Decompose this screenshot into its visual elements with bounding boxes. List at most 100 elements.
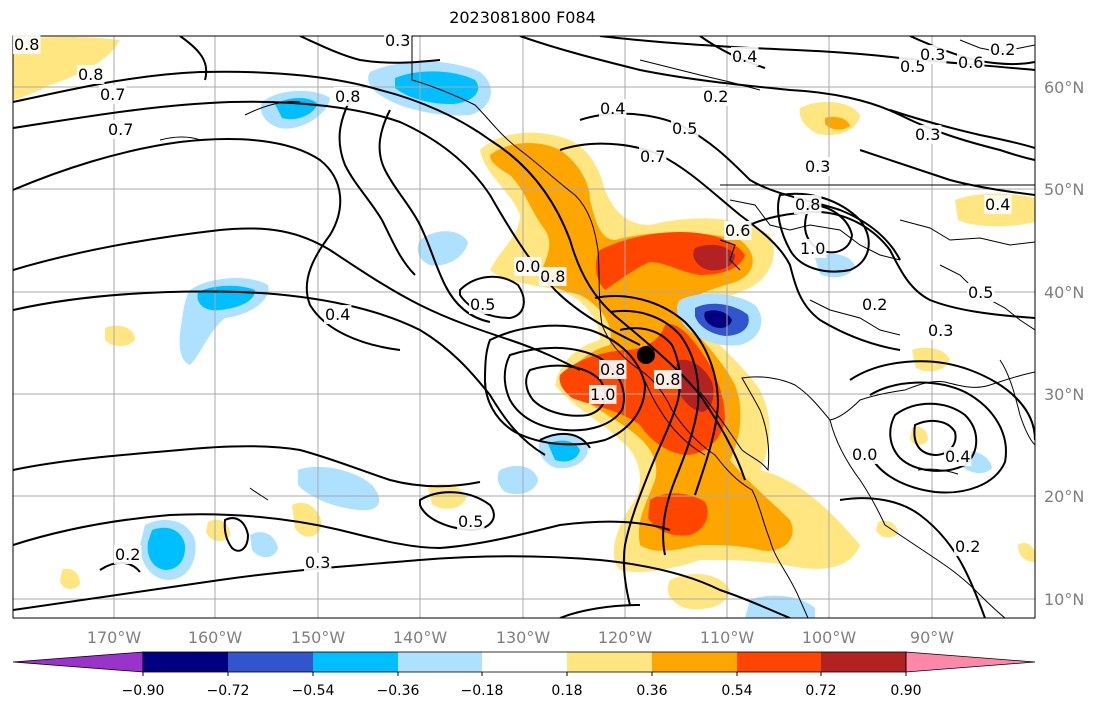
contour-label: 0.7: [640, 147, 665, 166]
colorbar-segment: [398, 652, 482, 672]
contour-label: 0.8: [78, 65, 103, 84]
contour-label: 0.5: [672, 119, 697, 138]
contour-label-halo: [957, 53, 985, 72]
contour-label: 0.8: [795, 195, 820, 214]
colorbar-extend-high: [905, 651, 1036, 673]
colorbar-segment: [737, 652, 821, 672]
contour-label: 0.4: [600, 99, 625, 118]
contour-label: 0.5: [470, 295, 495, 314]
contour-label-halo: [984, 195, 1012, 214]
contour-label-halo: [724, 221, 752, 240]
contour-label: 0.8: [14, 35, 39, 54]
colorbar-tick-label: 0.36: [636, 683, 667, 699]
contour-label-halo: [914, 125, 942, 144]
lat-label: 20°N: [1044, 487, 1084, 506]
contour-label: 0.4: [985, 195, 1010, 214]
colorbar-tick-label: −0.72: [207, 683, 250, 699]
colorbar-tick-label: −0.90: [122, 683, 165, 699]
contour-label-halo: [799, 239, 827, 258]
colorbar-extend-low: [12, 651, 144, 673]
contour-label-halo: [324, 305, 352, 324]
colorbar-tick-label: 0.72: [805, 683, 836, 699]
map-plot-area: [13, 36, 1035, 618]
fill-orange: [825, 116, 850, 130]
latitude-labels: 60°N 50°N 40°N 30°N 20°N 10°N: [1044, 78, 1084, 609]
contour-label: 0.7: [108, 120, 133, 139]
contour-label: 0.2: [990, 40, 1015, 59]
lon-label: 150°W: [291, 628, 346, 647]
contour-label: 0.8: [540, 267, 565, 286]
contour-label: 0.3: [305, 553, 330, 572]
fill-dark-red: [675, 359, 714, 412]
contour-label: 0.8: [655, 370, 680, 389]
lat-label: 10°N: [1044, 590, 1084, 609]
contour-label-halo: [13, 35, 41, 54]
contour-label: 0.0: [852, 445, 877, 464]
contour-label-halo: [539, 267, 567, 286]
contour-label: 1.0: [800, 239, 825, 258]
colorbar-tick-label: 0.54: [721, 683, 752, 699]
contour-label: 0.3: [928, 321, 953, 340]
contour-label: 0.6: [958, 53, 983, 72]
contour-label: 0.3: [805, 157, 830, 176]
lon-label: 130°W: [496, 628, 551, 647]
lon-label: 170°W: [87, 628, 142, 647]
contour-label: 0.2: [862, 295, 887, 314]
lat-label: 40°N: [1044, 283, 1084, 302]
colorbar-tick-label: −0.18: [461, 683, 504, 699]
colorbar-segment: [652, 652, 737, 672]
map-title: 2023081800 F084: [449, 8, 596, 27]
lat-label: 50°N: [1044, 180, 1084, 199]
fill-light-yellow: [876, 520, 898, 538]
contour-label: 0.8: [335, 87, 360, 106]
map-frame: [12, 35, 1036, 619]
contour-label-halo: [794, 195, 822, 214]
contour-label: 0.5: [458, 512, 483, 531]
colorbar-segment: [228, 652, 313, 672]
colorbar-ticks: [142, 672, 907, 676]
contour-label-halo: [731, 47, 759, 66]
colorbar-segment: [821, 652, 906, 672]
colorbar-tick-label: 0.18: [551, 683, 582, 699]
contour-label: 0.0: [515, 257, 540, 276]
contour-label-halo: [107, 120, 135, 139]
contour-label-halo: [334, 87, 362, 106]
fill-light-yellow: [667, 574, 730, 610]
storm-center-marker: [637, 346, 655, 364]
contour-label: 0.4: [945, 447, 970, 466]
contour-label: 0.4: [325, 305, 350, 324]
contour-labels: 0.8 0.8 0.7 0.7 0.8 0.3 0.4 0.4 0.2 0.5 …: [13, 31, 1017, 572]
fill-light-blue: [417, 231, 468, 266]
contour-lines: [13, 36, 1035, 618]
fill-light-yellow: [1018, 543, 1035, 562]
contour-label-halo: [99, 85, 127, 104]
lon-label: 160°W: [188, 628, 243, 647]
contour-label-halo: [671, 119, 699, 138]
contour-label-halo: [457, 512, 485, 531]
colorbar-segment: [143, 652, 228, 672]
fill-light-yellow: [912, 347, 950, 372]
contour-label-halo: [384, 31, 412, 50]
contour-label-halo: [804, 157, 832, 176]
contour-label-halo: [599, 360, 627, 379]
contour-label: 0.4: [732, 47, 757, 66]
contour-label-halo: [77, 65, 105, 84]
coastlines: [159, 36, 1035, 618]
contour-label-halo: [639, 147, 667, 166]
fill-light-blue: [497, 465, 538, 495]
contour-label-halo: [599, 99, 627, 118]
fill-blue: [147, 527, 186, 570]
colorbar-segment: [482, 652, 567, 672]
contour-label-halo: [654, 370, 682, 389]
fill-light-yellow: [292, 502, 322, 537]
contour-label: 1.0: [590, 385, 615, 404]
contour-label: 0.3: [920, 45, 945, 64]
contour-label-halo: [114, 545, 142, 564]
fill-blue: [548, 440, 580, 462]
lon-label: 90°W: [910, 628, 954, 647]
fill-light-blue: [250, 532, 278, 558]
lon-label: 100°W: [802, 628, 857, 647]
lat-label: 60°N: [1044, 78, 1084, 97]
contour-label-halo: [919, 45, 947, 64]
fill-light-yellow: [105, 325, 135, 346]
